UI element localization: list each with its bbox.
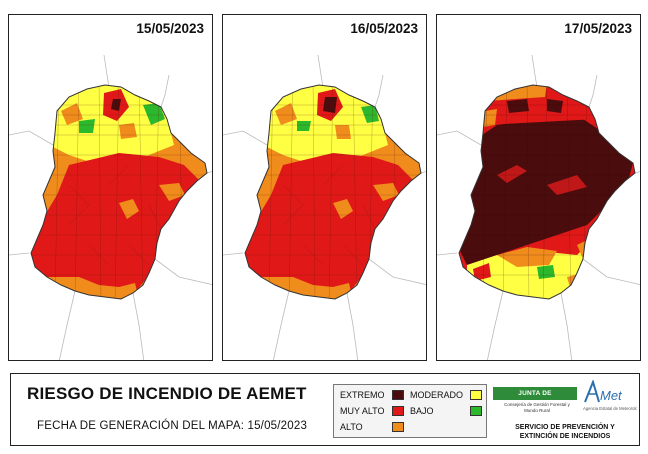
- generation-date: FECHA DE GENERACIÓN DEL MAPA: 15/05/2023: [37, 420, 308, 432]
- legend-swatch-moderado: [470, 390, 482, 400]
- map-date-day-1: 15/05/2023: [136, 21, 204, 36]
- risk-legend: EXTREMO MODERADO MUY ALTO BAJO ALTO: [333, 384, 487, 438]
- servicio-line-1: SERVICIO DE PREVENCIÓN Y: [515, 424, 615, 431]
- servicio-line-2: EXTINCIÓN DE INCENDIOS: [519, 433, 611, 440]
- junta-extremadura-logo: JUNTA DE EXTREMADURA: [493, 387, 577, 410]
- legend-swatch-bajo: [470, 406, 482, 416]
- fire-risk-map-day-2: [223, 54, 426, 360]
- aemet-logo: Met Agencia Estatal de Meteorología: [583, 380, 637, 411]
- fire-risk-map-day-1: [9, 54, 212, 360]
- legend-label-alto: ALTO: [340, 422, 363, 432]
- legend-swatch-extremo: [392, 390, 404, 400]
- map-date-day-3: 17/05/2023: [564, 21, 632, 36]
- servicio-text: SERVICIO DE PREVENCIÓN Y EXTINCIÓN DE IN…: [493, 423, 637, 441]
- legend-swatch-alto: [392, 422, 404, 432]
- map-date-day-2: 16/05/2023: [350, 21, 418, 36]
- map-footer: RIESGO DE INCENDIO DE AEMET FECHA DE GEN…: [10, 373, 640, 446]
- legend-label-bajo: BAJO: [410, 406, 434, 416]
- legend-swatch-muy-alto: [392, 406, 404, 416]
- legend-label-extremo: EXTREMO: [340, 390, 385, 400]
- legend-label-muy-alto: MUY ALTO: [340, 406, 385, 416]
- map-panel-day-2: 16/05/2023: [222, 14, 427, 361]
- svg-text:Met: Met: [600, 388, 623, 403]
- map-panel-day-1: 15/05/2023: [8, 14, 213, 361]
- map-title: RIESGO DE INCENDIO DE AEMET: [27, 384, 307, 403]
- legend-label-moderado: MODERADO: [410, 390, 464, 400]
- map-panel-day-3: 17/05/2023: [436, 14, 641, 361]
- svg-text:Agencia Estatal de Meteorologí: Agencia Estatal de Meteorología: [583, 406, 637, 411]
- fire-risk-map-day-3: [437, 54, 640, 360]
- junta-subtitle: Consejería de Gestión Forestal y Mundo R…: [504, 402, 570, 413]
